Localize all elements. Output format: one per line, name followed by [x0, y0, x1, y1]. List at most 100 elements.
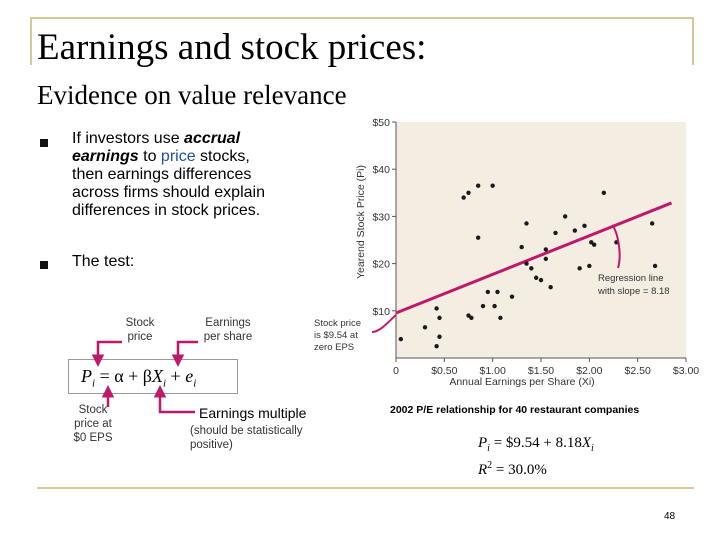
label-stock-price-line2: price	[127, 331, 153, 343]
plot-background	[396, 122, 686, 358]
data-point	[398, 336, 404, 342]
bullet1-line1-text: If investors use	[72, 130, 185, 147]
data-point	[587, 263, 592, 269]
data-point	[495, 289, 500, 295]
bullet-square-icon	[40, 139, 48, 147]
label-positive-note: (should be statistically positive)	[190, 424, 303, 452]
label-eps-line2: per share	[203, 331, 253, 343]
data-point	[572, 228, 578, 233]
page-number: 48	[664, 511, 676, 522]
intercept-annotation-line1: Stock price	[314, 318, 361, 329]
x-tick-label: $2.50	[625, 365, 651, 377]
data-point	[524, 221, 529, 226]
regression-annotation-line2: with slope = 8.18	[597, 286, 670, 297]
data-point	[480, 303, 486, 309]
data-point	[434, 344, 439, 349]
data-point	[582, 223, 587, 229]
slide-subtitle: Evidence on value relevance	[37, 80, 347, 110]
data-point	[591, 242, 597, 247]
data-point	[437, 315, 442, 321]
label-intercept-line1: Stock	[78, 404, 108, 416]
data-point	[437, 334, 442, 339]
label-intercept-line3: $0 EPS	[73, 432, 113, 444]
y-tick-label: $50	[372, 117, 390, 129]
x-tick-label: $3.00	[673, 365, 699, 377]
data-point	[498, 315, 503, 321]
y-tick-label: $10	[372, 306, 390, 318]
label-earnings-multiple: Earnings multiple	[199, 405, 307, 421]
arrow-multiple	[153, 385, 195, 414]
data-point	[652, 263, 658, 269]
data-point	[577, 266, 582, 271]
data-point	[533, 275, 539, 280]
data-point	[538, 277, 544, 283]
data-point	[485, 289, 491, 295]
x-tick-label: $0.50	[431, 365, 457, 377]
regression-pointer-arrow	[611, 224, 621, 269]
x-tick-label: 0	[393, 365, 399, 377]
bullet1-accrual: accrual	[184, 130, 241, 147]
data-point	[475, 183, 481, 188]
frame-left-rule	[30, 17, 32, 65]
slide-title: Earnings and stock prices:	[37, 27, 427, 68]
data-point	[461, 195, 466, 200]
data-point	[529, 266, 534, 271]
label-eps: Earnings per share	[193, 316, 263, 344]
data-point	[466, 313, 471, 318]
chart-marks	[395, 183, 673, 349]
intercept-pointer-arrow	[371, 314, 397, 333]
intercept-annotation-line3: zero EPS	[314, 342, 354, 353]
scatter-chart: 0 $0.50 $1.00 $1.50 $2.00 $2.50 $3.00 $10 $20 $30…	[314, 117, 699, 388]
bullet1-line1: If investors use accrual	[72, 130, 265, 148]
x-tick-label: $1.50	[528, 365, 554, 377]
y-tick-label: $40	[372, 164, 390, 176]
label-intercept: Stock price at $0 EPS	[60, 403, 126, 445]
bullet1-earnings: earnings	[72, 148, 139, 165]
data-point	[492, 303, 497, 309]
data-point	[562, 214, 568, 219]
r-squared: R2 = 30.0%	[478, 460, 547, 478]
regression-line	[395, 201, 673, 315]
frame-right-rule	[692, 17, 694, 65]
bullet1-line3: then earnings differences	[72, 166, 252, 183]
y-tick-label: $30	[372, 211, 390, 223]
bullet1-line2: earnings to price stocks,	[72, 148, 265, 166]
bullet1-to: to	[138, 148, 161, 165]
data-point	[509, 294, 515, 299]
data-point	[543, 247, 549, 252]
chart-axes: 0 $0.50 $1.00 $1.50 $2.00 $2.50 $3.00 $10 $20 $30…	[372, 117, 699, 377]
bullet1-line5: differences in stock prices.	[72, 202, 261, 219]
y-tick-label: $20	[372, 259, 390, 271]
chart-caption: 2002 P/E relationship for 40 restaurant …	[390, 404, 640, 416]
label-eps-line1: Earnings	[205, 317, 251, 329]
label-stock-price: Stock price	[110, 316, 170, 344]
label-intercept-line2: price at	[74, 418, 112, 430]
bullet1-line4: across firms should explain	[72, 184, 265, 201]
arrow-stock-price	[91, 340, 122, 367]
arrow-eps	[171, 340, 198, 367]
data-point	[524, 261, 529, 266]
regression-annotation-line1: Regression line	[598, 273, 663, 284]
data-point	[422, 325, 428, 330]
x-tick-label: $2.00	[576, 365, 602, 377]
regression-formula: Pi = α + βXi + ei	[81, 366, 197, 390]
x-axis-label: Annual Earnings per Share (Xi)	[449, 376, 594, 388]
data-point	[434, 306, 439, 311]
regression-equation: Pi = $9.54 + 8.18Xi	[478, 435, 594, 454]
data-point	[548, 285, 553, 290]
bullet1-price: price	[160, 148, 196, 165]
x-tick-label: $1.00	[480, 365, 506, 377]
note-line1: (should be statistically	[190, 425, 303, 437]
data-point	[475, 235, 481, 240]
data-point	[490, 183, 495, 188]
y-axis-label: Yearend Stock Price (Pi)	[355, 165, 367, 279]
label-stock-price-line1: Stock	[125, 317, 155, 329]
bullet-text-1: If investors use accrual earnings to pri…	[72, 130, 265, 220]
data-point	[466, 190, 471, 195]
data-point	[543, 256, 549, 262]
bullet1-stocks: stocks,	[195, 148, 250, 165]
note-line2: positive)	[190, 439, 233, 451]
data-point	[649, 221, 655, 226]
bullet-text-2: The test:	[72, 253, 135, 270]
data-point	[553, 230, 558, 236]
